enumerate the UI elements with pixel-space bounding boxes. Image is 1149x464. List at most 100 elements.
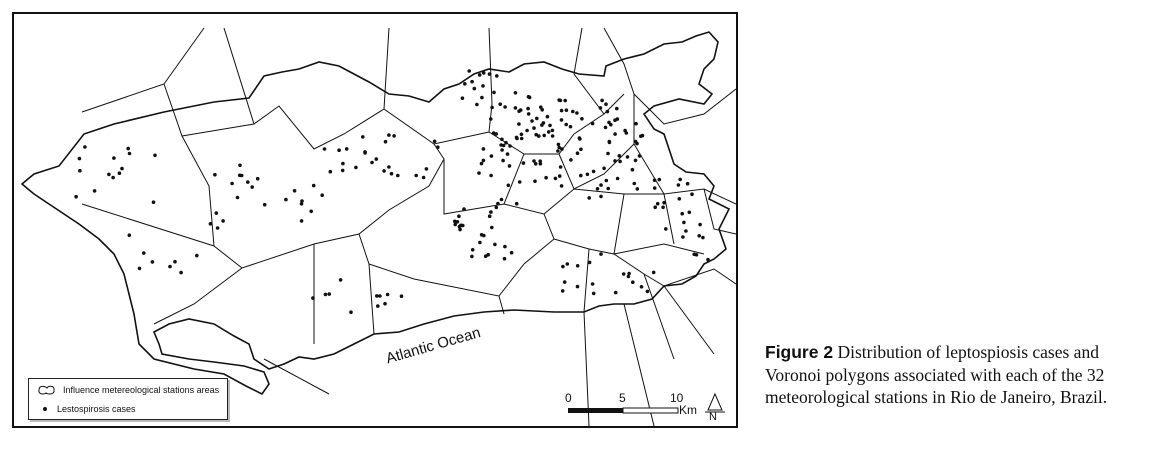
case-dot xyxy=(501,158,505,163)
case-dot xyxy=(506,183,511,188)
case-dot xyxy=(477,171,481,175)
case-dot xyxy=(421,175,426,180)
case-dot xyxy=(613,159,617,163)
case-dot xyxy=(221,219,225,223)
case-dot xyxy=(215,226,220,230)
case-dot xyxy=(527,95,532,100)
case-dot xyxy=(580,117,584,121)
case-dot xyxy=(502,256,507,261)
case-dot xyxy=(501,143,506,148)
case-dot xyxy=(399,294,404,299)
case-dot xyxy=(662,200,666,205)
case-dot xyxy=(613,290,618,295)
legend-areas-label: Influence metereological stations areas xyxy=(63,385,220,395)
case-dot xyxy=(127,233,132,237)
case-dot xyxy=(575,264,580,268)
case-dot xyxy=(631,280,635,285)
case-dot xyxy=(481,158,486,163)
case-dot xyxy=(513,91,518,95)
case-dot xyxy=(344,147,349,151)
map-legend: Influence metereological stations areas … xyxy=(28,378,228,420)
case-dot xyxy=(361,135,365,139)
case-dot xyxy=(587,196,591,200)
case-dot xyxy=(605,109,610,114)
case-dot xyxy=(323,292,328,297)
case-dot xyxy=(618,159,622,164)
case-dot xyxy=(532,126,536,130)
case-dot xyxy=(557,145,561,150)
case-dot xyxy=(179,270,183,275)
case-dot xyxy=(519,132,524,137)
case-dot xyxy=(590,282,595,286)
case-dot xyxy=(602,166,606,171)
case-dot xyxy=(690,192,694,196)
case-dot xyxy=(78,168,82,173)
case-dot xyxy=(299,202,304,206)
case-dot xyxy=(640,133,645,138)
case-dot xyxy=(569,158,573,162)
case-dot xyxy=(526,106,530,111)
case-dot xyxy=(387,165,391,169)
case-dot xyxy=(495,74,499,78)
case-dot xyxy=(284,197,288,202)
case-dot xyxy=(349,310,353,315)
case-dot xyxy=(517,180,522,184)
case-dot xyxy=(546,130,551,134)
case-dot xyxy=(630,167,635,172)
case-dot xyxy=(457,214,461,218)
case-dot xyxy=(561,264,565,269)
case-dot xyxy=(238,163,242,168)
case-dot xyxy=(262,202,267,207)
case-dot xyxy=(607,139,612,144)
case-dot xyxy=(706,257,710,262)
case-dot xyxy=(477,73,482,77)
case-dot xyxy=(532,159,536,163)
case-dot xyxy=(309,209,314,214)
case-dot xyxy=(652,186,657,190)
case-dot xyxy=(489,210,493,214)
scale-tick-5: 5 xyxy=(619,391,626,405)
case-dot xyxy=(436,145,440,149)
case-dot xyxy=(327,292,332,296)
case-dot xyxy=(557,174,562,178)
scale-bar xyxy=(568,407,679,414)
case-dot xyxy=(208,222,213,226)
case-dot xyxy=(661,205,665,210)
case-dot xyxy=(651,270,656,275)
case-dot xyxy=(559,108,564,113)
case-dot xyxy=(494,205,499,210)
case-dot xyxy=(92,189,97,193)
case-dot xyxy=(320,193,325,197)
case-dot xyxy=(120,166,124,171)
caption-text: Distribution of leptospiosis cases and V… xyxy=(765,342,1108,407)
case-dot xyxy=(235,195,240,200)
case-dot xyxy=(337,148,341,152)
case-dot xyxy=(632,181,637,186)
scale-tick-0: 0 xyxy=(565,391,572,405)
case-dot xyxy=(503,244,507,249)
case-dot xyxy=(479,233,484,237)
case-dot xyxy=(653,205,657,209)
case-dot xyxy=(519,136,524,141)
case-dot xyxy=(556,149,560,153)
case-dot xyxy=(627,271,631,276)
case-dot xyxy=(414,173,419,178)
case-dot xyxy=(625,155,630,159)
area-outline-icon xyxy=(38,385,55,395)
case-dot xyxy=(459,223,463,228)
case-dot xyxy=(385,292,390,297)
case-dot xyxy=(604,102,608,106)
case-dot xyxy=(600,98,604,103)
case-dot xyxy=(153,153,157,158)
case-dot xyxy=(599,183,603,187)
case-dot xyxy=(500,148,504,152)
north-arrow-icon xyxy=(705,392,725,413)
case-dot xyxy=(526,112,531,116)
case-dot xyxy=(383,301,387,306)
case-dot xyxy=(615,106,619,111)
case-dot xyxy=(117,171,122,175)
legend-row-areas: Influence metereological stations areas xyxy=(29,382,227,398)
case-dot xyxy=(489,154,494,158)
north-label: N xyxy=(709,411,717,423)
case-dot xyxy=(340,168,345,173)
